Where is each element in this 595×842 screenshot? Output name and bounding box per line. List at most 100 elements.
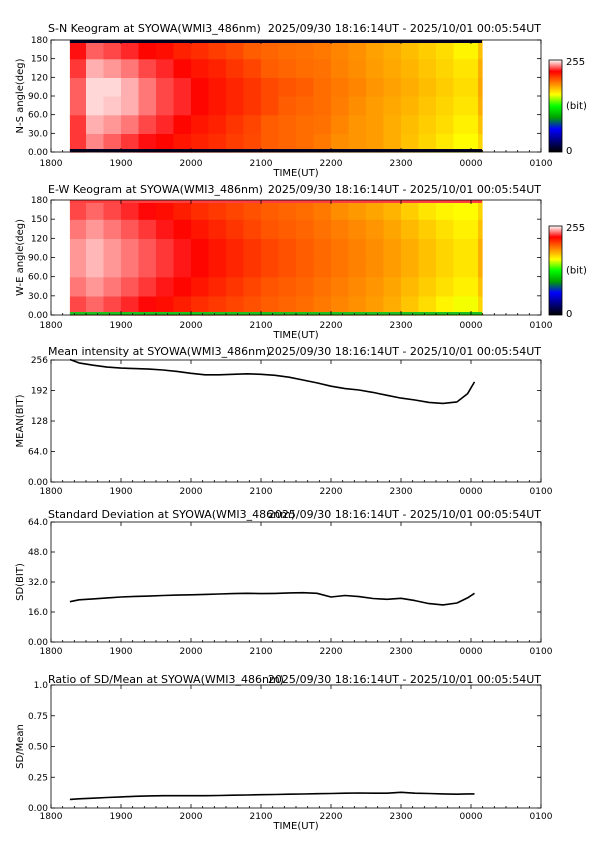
x-tick-label: 1800 (40, 812, 63, 822)
series-line (69, 591, 475, 606)
keogram-cell (278, 77, 297, 97)
keogram-cell (191, 133, 210, 153)
keogram-cell (86, 276, 105, 297)
keogram-cell (478, 257, 483, 278)
keogram-cell (296, 77, 315, 97)
y-tick-label: 64.0 (28, 518, 48, 528)
keogram-cell (418, 40, 437, 60)
keogram-cell (478, 200, 483, 220)
y-tick-label: 30.0 (28, 129, 48, 139)
panel-2: E-W Keogram at SYOWA(WMI3_486nm) 2025/09/… (15, 183, 587, 341)
panel-time-range: 2025/09/30 18:16:14UT - 2025/10/01 00:05… (268, 183, 541, 196)
keogram-cell (208, 295, 227, 316)
keogram-cell (453, 219, 479, 239)
y-tick-label: 32.0 (28, 578, 48, 588)
keogram-cell (436, 77, 455, 97)
keogram-cell (436, 96, 455, 116)
y-tick-label: 0.75 (28, 712, 48, 722)
keogram-cell (453, 114, 479, 134)
keogram-cell (261, 133, 280, 153)
keogram-cell (296, 40, 315, 60)
keogram-edge-top (69, 200, 483, 203)
keogram-cell (86, 238, 105, 259)
keogram-image (69, 200, 483, 316)
x-tick-label: 0000 (460, 487, 483, 497)
keogram-cell (86, 295, 105, 316)
keogram-cell (86, 96, 105, 116)
keogram-cell (243, 238, 262, 259)
keogram-cell (191, 40, 210, 60)
keogram-cell (173, 114, 192, 134)
keogram-cell (226, 257, 245, 278)
keogram-cell (313, 200, 332, 220)
keogram-cell (243, 40, 262, 60)
keogram-cell (208, 276, 227, 297)
keogram-cell (401, 200, 420, 220)
keogram-cell (383, 114, 402, 134)
keogram-cell (331, 295, 350, 316)
keogram-cell (103, 96, 122, 116)
y-tick-label: 128 (31, 417, 48, 427)
keogram-cell (69, 133, 87, 153)
panel-4: Standard Deviation at SYOWA(WMI3_486nm)2… (15, 508, 553, 657)
keogram-cell (121, 133, 140, 153)
keogram-cell (138, 219, 157, 239)
keogram-cell (156, 219, 175, 239)
keogram-cell (156, 40, 175, 60)
y-tick-label: 150 (31, 55, 48, 65)
keogram-cell (478, 295, 483, 316)
keogram-cell (173, 257, 192, 278)
keogram-cell (121, 295, 140, 316)
keogram-cell (138, 77, 157, 97)
keogram-cell (69, 96, 87, 116)
y-tick-label: 180 (31, 36, 48, 46)
y-tick-label: 60.0 (28, 273, 48, 283)
keogram-cell (243, 133, 262, 153)
keogram-cell (156, 114, 175, 134)
x-tick-label: 0000 (460, 812, 483, 822)
keogram-cell (69, 77, 87, 97)
keogram-cell (138, 200, 157, 220)
keogram-cell (278, 219, 297, 239)
keogram-cell (173, 77, 192, 97)
keogram-cell (243, 257, 262, 278)
keogram-cell (191, 295, 210, 316)
x-tick-label: 2000 (180, 647, 203, 657)
keogram-cell (121, 276, 140, 297)
keogram-cell (69, 219, 87, 239)
keogram-cell (366, 96, 385, 116)
colorbar: 255 (bit) 0 (548, 57, 587, 157)
x-tick-label: 2300 (390, 647, 413, 657)
y-tick-label: 90.0 (28, 92, 48, 102)
keogram-cell (69, 58, 87, 78)
keogram-cell (366, 238, 385, 259)
keogram-cell (261, 276, 280, 297)
keogram-cell (296, 295, 315, 316)
keogram-cell (296, 133, 315, 153)
keogram-cell (401, 276, 420, 297)
keogram-edge-bottom (69, 149, 483, 152)
keogram-cell (453, 133, 479, 153)
keogram-cell (138, 114, 157, 134)
keogram-cell (331, 276, 350, 297)
keogram-cell (453, 295, 479, 316)
y-tick-label: 256 (31, 356, 48, 366)
keogram-cell (313, 238, 332, 259)
keogram-cell (348, 238, 367, 259)
keogram-cell (261, 238, 280, 259)
y-tick-label: 120 (31, 234, 48, 244)
keogram-cell (243, 96, 262, 116)
keogram-cell (348, 96, 367, 116)
keogram-cell (261, 58, 280, 78)
keogram-cell (436, 257, 455, 278)
x-tick-label: 2200 (320, 159, 343, 169)
keogram-cell (261, 77, 280, 97)
keogram-cell (261, 257, 280, 278)
keogram-cell (383, 238, 402, 259)
keogram-cell (296, 58, 315, 78)
keogram-cell (86, 77, 105, 97)
keogram-cell (383, 295, 402, 316)
keogram-cell (173, 58, 192, 78)
colorbar-unit-label: (bit) (566, 266, 587, 277)
keogram-cell (208, 77, 227, 97)
